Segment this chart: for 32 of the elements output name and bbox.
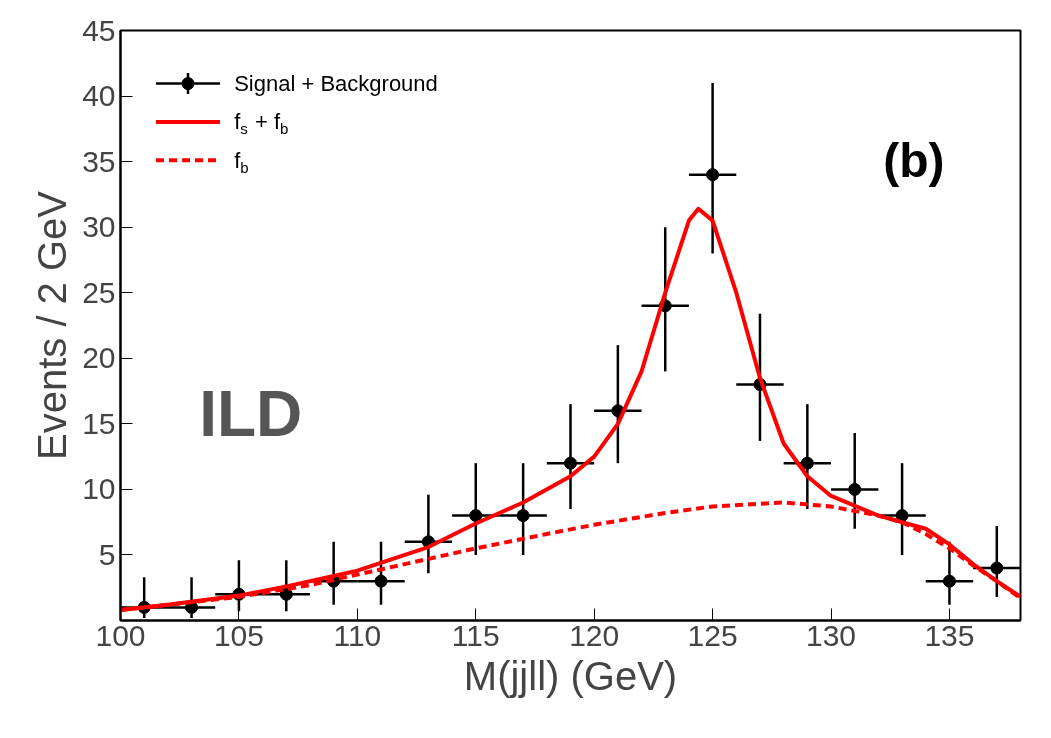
- legend-label: Signal + Background: [234, 71, 438, 97]
- x-tick-label: 130: [806, 618, 857, 652]
- point: [990, 561, 1004, 575]
- point: [279, 587, 293, 601]
- y-tick-label: 20: [82, 341, 116, 375]
- y-tick-label: 25: [82, 275, 116, 309]
- annotation: ILD: [199, 378, 303, 450]
- y-tick-label: 30: [82, 210, 116, 244]
- y-tick-label: 5: [98, 537, 116, 571]
- point: [374, 574, 388, 588]
- y-tick-label: 10: [82, 472, 116, 506]
- point: [469, 509, 483, 523]
- point: [564, 456, 577, 470]
- y-tick-label: 35: [82, 144, 116, 178]
- x-tick-label: 110: [333, 618, 382, 652]
- y-axis-title: Events / 2 GeV: [30, 190, 75, 461]
- x-tick-label: 115: [451, 618, 500, 652]
- x-axis-title: M(jjll) (GeV): [463, 653, 678, 698]
- point: [942, 574, 956, 588]
- x-tick-label: 105: [213, 618, 264, 652]
- x-tick-label: 125: [687, 618, 738, 652]
- annotation: (b): [883, 133, 945, 187]
- x-tick-label: 120: [569, 618, 620, 652]
- x-tick-label: 135: [924, 618, 975, 652]
- point: [848, 482, 862, 496]
- point: [800, 456, 814, 470]
- x-tick-label: 100: [95, 618, 146, 652]
- point: [516, 509, 530, 523]
- point: [706, 168, 720, 182]
- y-tick-label: 45: [82, 13, 116, 47]
- y-tick-label: 40: [82, 79, 116, 113]
- y-tick-label: 15: [82, 406, 116, 440]
